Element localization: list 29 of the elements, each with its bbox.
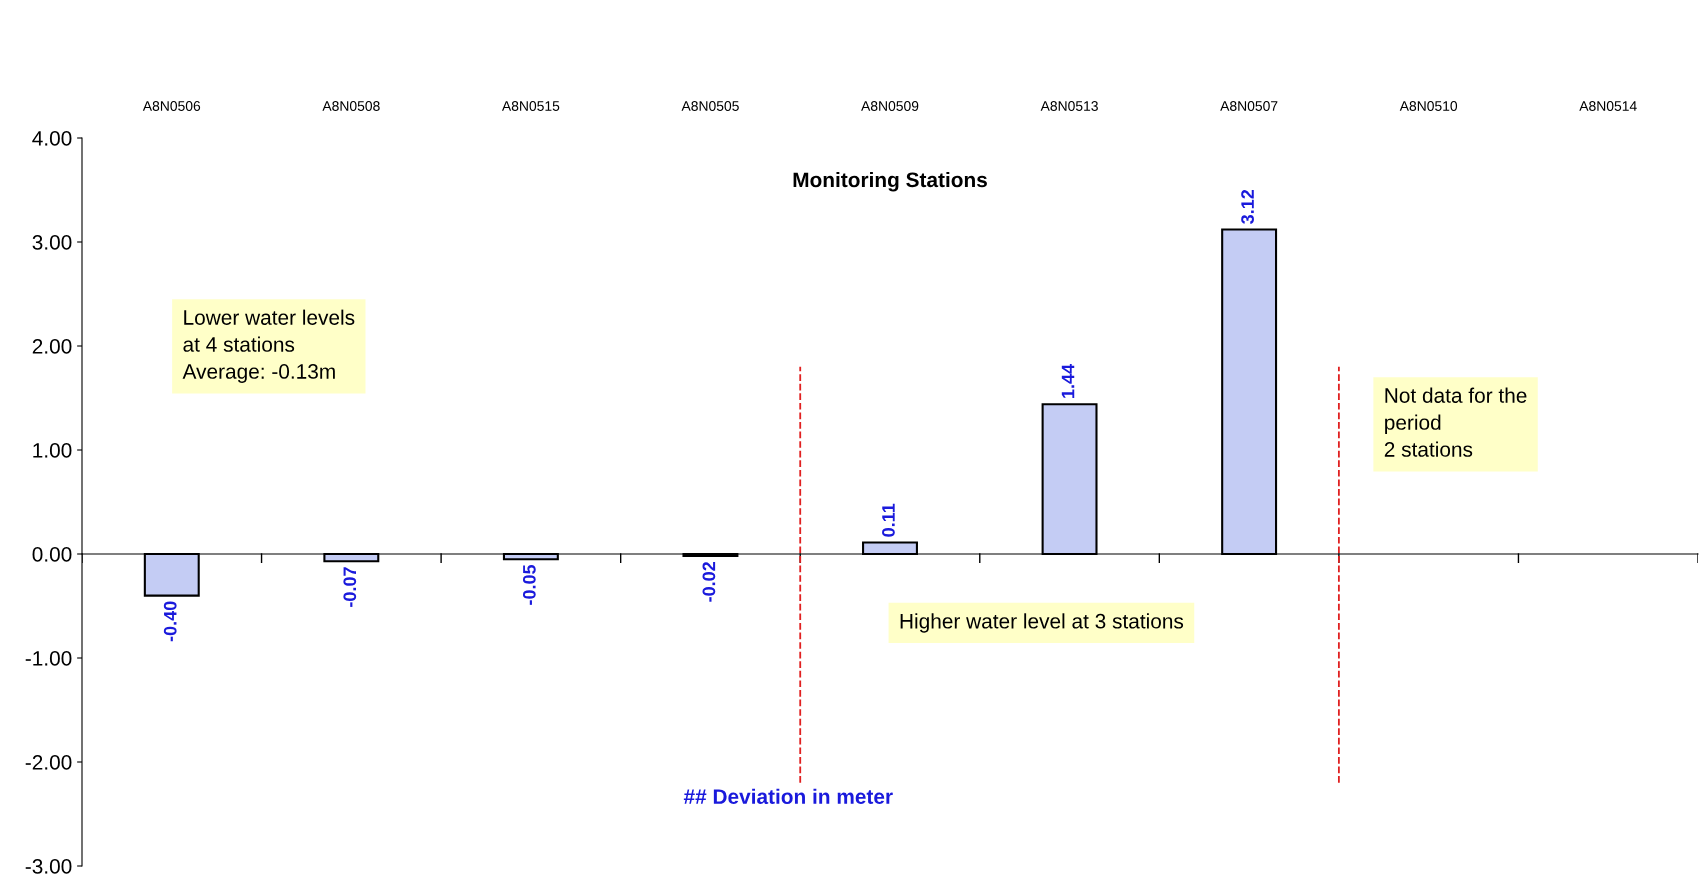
annotation: ## Deviation in meter	[683, 788, 893, 804]
data-label: 3.12	[1241, 189, 1254, 224]
annotation: Lower water levels at 4 stations Average: -0.13m	[182, 309, 355, 383]
data-label: -0.05	[522, 564, 536, 605]
data-label: -0.02	[702, 562, 716, 602]
y-tick-label: -3.00	[25, 859, 72, 874]
x-tick-label: A8N0513	[1040, 101, 1098, 111]
data-label: -0.40	[163, 601, 177, 642]
y-tick-label: 2.00	[32, 339, 72, 354]
data-label: 0.11	[882, 503, 895, 537]
y-tick-label: 3.00	[32, 235, 72, 250]
text: Monitoring Stations	[793, 171, 987, 192]
x-tick-label: A8N0509	[861, 101, 919, 111]
annotation: Not data for the period 2 stations	[1384, 387, 1527, 457]
x-tick-label: A8N0510	[1399, 101, 1458, 111]
annotation: Higher water level at 3 stations	[900, 613, 1184, 633]
x-tick-label: A8N0507	[1220, 101, 1278, 111]
x-tick-label: A8N0515	[501, 101, 560, 111]
x-tick-label: A8N0508	[322, 101, 380, 111]
x-tick-label: A8N0505	[681, 101, 739, 111]
x-tick-label: A8N0514	[1579, 101, 1637, 111]
y-tick-label: -1.00	[25, 651, 72, 666]
y-tick-label: 4.00	[32, 131, 72, 146]
y-tick-label: 0.00	[32, 547, 72, 562]
data-label: -0.07	[343, 567, 357, 607]
y-tick-label: -2.00	[25, 755, 72, 770]
y-tick-label: 1.00	[33, 443, 72, 458]
data-label: 1.44	[1061, 364, 1075, 398]
x-tick-label: A8N0506	[142, 101, 201, 111]
